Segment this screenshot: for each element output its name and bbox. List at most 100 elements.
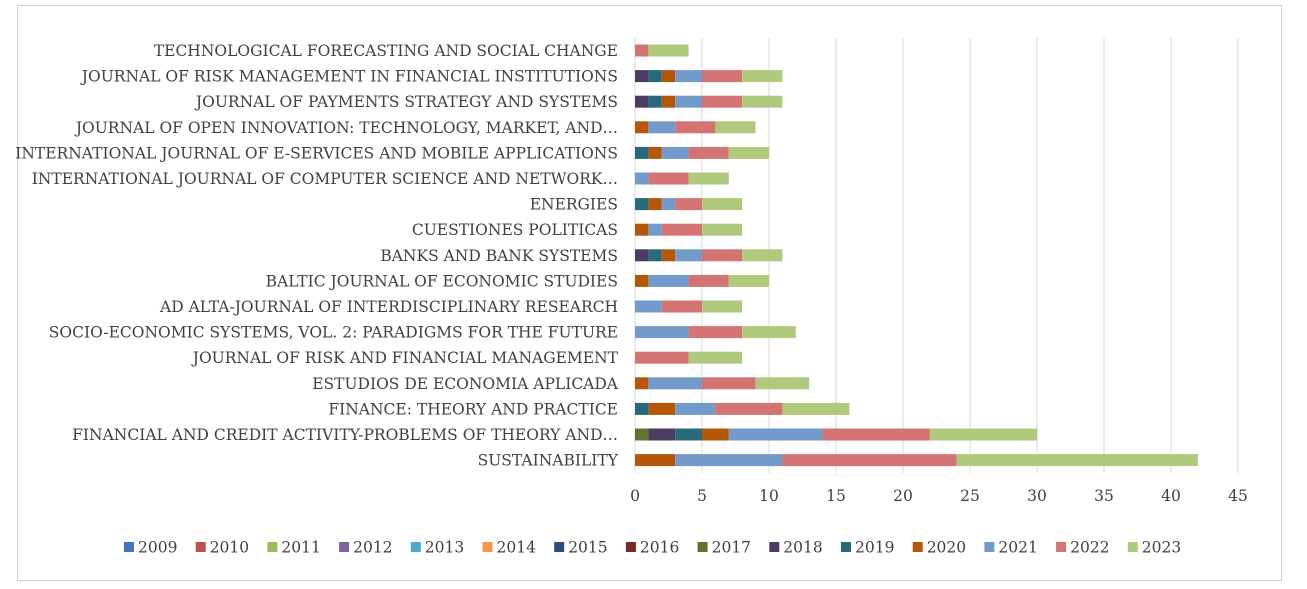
category-label: ESTUDIOS DE ECONOMIA APLICADA — [312, 375, 619, 393]
bar-segment-2021 — [728, 428, 823, 441]
legend-label-2012: 2012 — [353, 539, 392, 557]
bar-segment-2021 — [648, 274, 689, 287]
bar-segment-2018 — [635, 95, 649, 108]
bar-segment-2021 — [648, 377, 702, 390]
bar-segment-2021 — [648, 223, 662, 236]
legend-swatch-2023 — [1127, 542, 1138, 552]
bar-segment-2020 — [635, 377, 649, 390]
legend-swatch-2017 — [697, 542, 708, 552]
bar-segment-2019 — [648, 70, 662, 83]
bar-segment-2021 — [675, 402, 716, 415]
category-label: INTERNATIONAL JOURNAL OF E-SERVICES AND … — [15, 144, 618, 162]
bar-segment-2022 — [702, 249, 743, 262]
legend-label-2010: 2010 — [210, 539, 249, 557]
bar-segment-2023 — [742, 70, 783, 83]
legend-swatch-2013 — [410, 542, 421, 552]
legend-swatch-2011 — [267, 542, 278, 552]
legend-swatch-2014 — [482, 542, 493, 552]
x-tick-label: 5 — [697, 487, 707, 505]
bar-segment-2020 — [635, 274, 649, 287]
legend: 2009 2010 2011 2012 2013 2014 2015 2016 2017 2018… — [124, 539, 1181, 557]
x-tick-label: 15 — [826, 487, 846, 505]
x-tick-label: 10 — [759, 487, 779, 505]
bar-segment-2023 — [688, 351, 743, 364]
bar-segment-2022 — [702, 95, 743, 108]
x-tick-label: 30 — [1027, 487, 1047, 505]
legend-swatch-2022 — [1056, 542, 1067, 552]
legend-label-2016: 2016 — [640, 539, 679, 557]
bar-segment-2018 — [635, 70, 649, 83]
category-labels: TECHNOLOGICAL FORECASTING AND SOCIAL CHA… — [15, 42, 619, 470]
x-tick-label: 45 — [1228, 487, 1248, 505]
bar-segment-2021 — [675, 70, 702, 83]
bars — [635, 44, 1198, 467]
legend-swatch-2021 — [984, 542, 995, 552]
legend-label-2018: 2018 — [783, 539, 822, 557]
bar-segment-2022 — [688, 274, 729, 287]
bar-segment-2020 — [635, 223, 649, 236]
bar-segment-2019 — [635, 146, 649, 159]
bar-segment-2022 — [782, 454, 957, 467]
bar-segment-2023 — [715, 121, 756, 134]
bar-segment-2022 — [702, 70, 743, 83]
category-label: TECHNOLOGICAL FORECASTING AND SOCIAL CHA… — [154, 42, 618, 60]
legend-label-2023: 2023 — [1142, 539, 1181, 557]
bar-segment-2020 — [635, 121, 649, 134]
category-label: BANKS AND BANK SYSTEMS — [380, 247, 618, 265]
bar-segment-2021 — [635, 172, 649, 185]
legend-swatch-2019 — [841, 542, 851, 552]
bar-segment-2019 — [635, 402, 649, 415]
category-label: FINANCE: THEORY AND PRACTICE — [328, 400, 618, 418]
bar-segment-2022 — [715, 402, 783, 415]
x-tick-label: 40 — [1161, 487, 1181, 505]
bar-segment-2023 — [782, 402, 850, 415]
bar-segment-2020 — [648, 146, 662, 159]
x-tick-labels: 0 5 10 15 20 25 30 35 40 45 — [630, 487, 1248, 505]
bar-segment-2023 — [702, 300, 743, 313]
bar-segment-2023 — [929, 428, 1037, 441]
bar-segment-2021 — [675, 249, 702, 262]
bar-segment-2023 — [742, 326, 796, 339]
legend-label-2021: 2021 — [998, 539, 1037, 557]
bar-segment-2022 — [822, 428, 930, 441]
x-tick-label: 0 — [630, 487, 640, 505]
category-label: JOURNAL OF OPEN INNOVATION: TECHNOLOGY, … — [74, 119, 618, 137]
category-label: AD ALTA-JOURNAL OF INTERDISCIPLINARY RES… — [159, 298, 618, 316]
legend-label-2013: 2013 — [425, 539, 464, 557]
bar-segment-2021 — [661, 198, 676, 211]
category-label: JOURNAL OF PAYMENTS STRATEGY AND SYSTEMS — [194, 93, 618, 111]
bar-segment-2020 — [661, 70, 676, 83]
legend-swatch-2012 — [339, 542, 350, 552]
bar-segment-2020 — [702, 428, 729, 441]
legend-label-2014: 2014 — [497, 539, 537, 557]
legend-swatch-2020 — [912, 542, 923, 552]
legend-label-2011: 2011 — [281, 539, 320, 557]
category-label: ENERGIES — [530, 196, 618, 214]
bar-segment-2019 — [648, 95, 662, 108]
x-tick-label: 35 — [1094, 487, 1114, 505]
legend-label-2009: 2009 — [138, 539, 177, 557]
bar-segment-2020 — [648, 198, 662, 211]
bar-segment-2023 — [728, 274, 769, 287]
legend-swatch-2009 — [124, 542, 134, 552]
bar-segment-2022 — [702, 377, 756, 390]
bar-segment-2019 — [648, 249, 662, 262]
bar-segment-2020 — [648, 402, 676, 415]
bar-segment-2022 — [648, 172, 689, 185]
category-label: FINANCIAL AND CREDIT ACTIVITY-PROBLEMS O… — [72, 426, 618, 444]
bar-segment-2023 — [728, 146, 769, 159]
legend-swatch-2018 — [769, 542, 780, 552]
bar-segment-2022 — [661, 300, 702, 313]
bar-segment-2020 — [661, 95, 676, 108]
category-label: JOURNAL OF RISK MANAGEMENT IN FINANCIAL … — [80, 68, 618, 86]
bar-segment-2021 — [675, 454, 783, 467]
legend-label-2015: 2015 — [568, 539, 607, 557]
category-label: CUESTIONES POLITICAS — [412, 221, 618, 239]
bar-segment-2022 — [635, 44, 649, 57]
bar-segment-2019 — [635, 198, 649, 211]
category-label: SUSTAINABILITY — [478, 452, 619, 470]
bar-segment-2019 — [675, 428, 702, 441]
bar-segment-2021 — [661, 146, 689, 159]
bar-segment-2021 — [648, 121, 676, 134]
